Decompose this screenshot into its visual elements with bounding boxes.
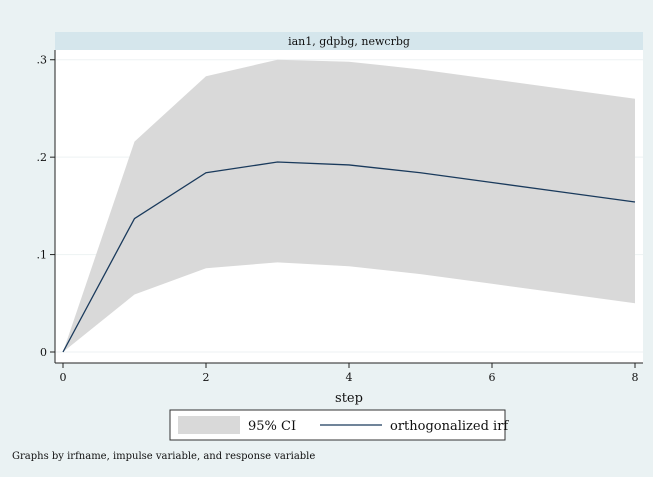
legend-swatch-ci (178, 416, 240, 434)
x-axis-label: step (335, 391, 363, 406)
panel-title-strip (55, 32, 643, 50)
legend-label-ci: 95% CI (248, 419, 296, 434)
graph-note: Graphs by irfname, impulse variable, and… (12, 451, 316, 462)
x-ticks: 0 2 4 6 8 (60, 363, 639, 384)
y-tick-label: 0 (40, 346, 47, 359)
y-ticks: 0 .1 .2 .3 (37, 54, 55, 359)
y-tick-label: .2 (37, 151, 48, 164)
x-tick-label: 6 (489, 371, 496, 384)
x-tick-label: 4 (346, 371, 353, 384)
irf-line (62, 161, 636, 353)
ci-band (63, 59, 635, 352)
x-tick-label: 8 (632, 371, 639, 384)
legend-label-irf: orthogonalized irf (390, 419, 509, 434)
y-tick-label: .1 (37, 249, 48, 262)
x-tick-label: 2 (203, 371, 210, 384)
panel-title: ian1, gdpbg, newcrbg (288, 35, 410, 48)
y-tick-label: .3 (37, 54, 48, 67)
x-tick-label: 0 (60, 371, 67, 384)
